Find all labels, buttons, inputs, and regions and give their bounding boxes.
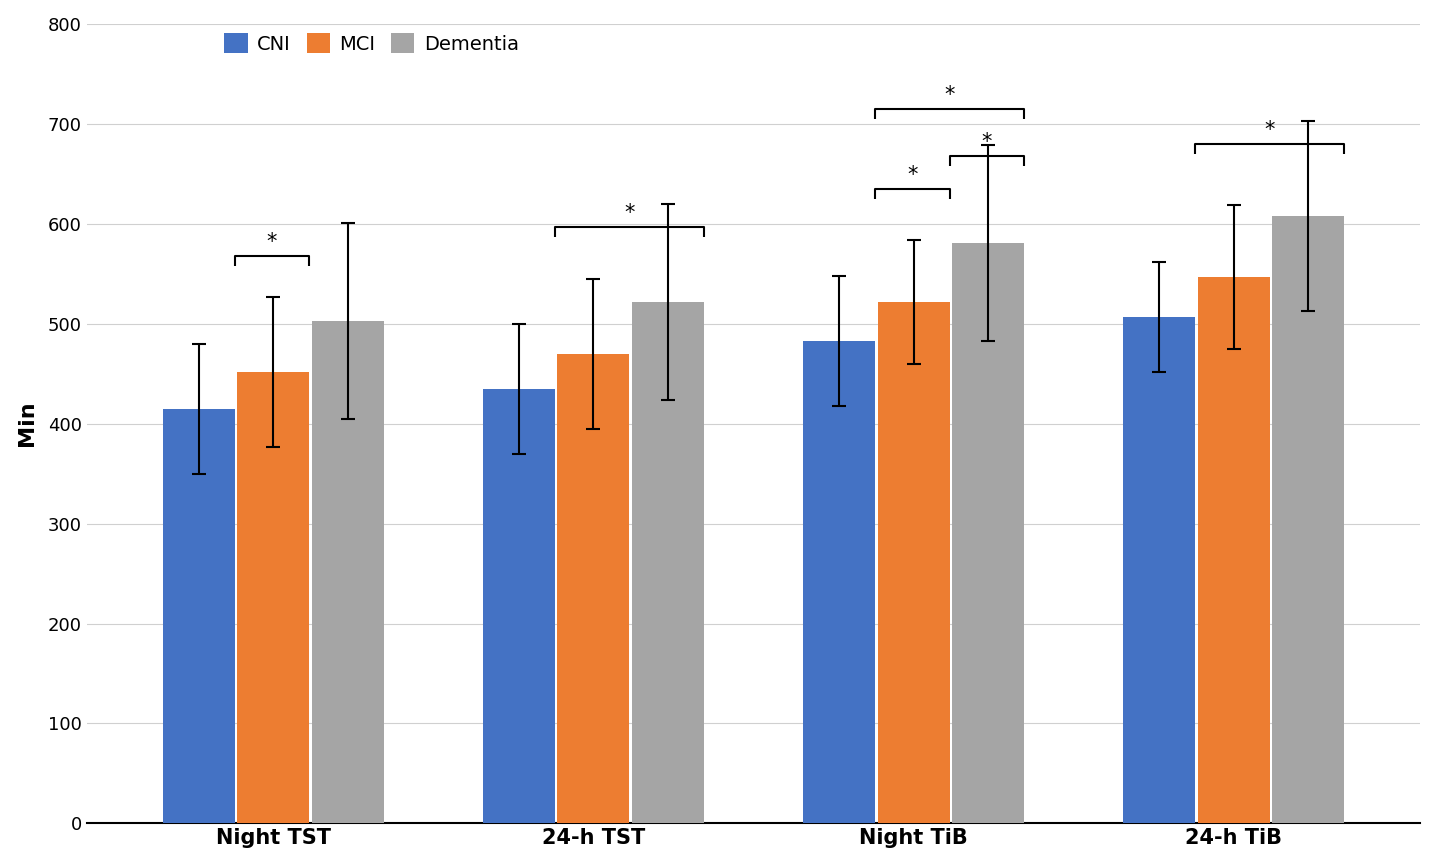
Text: *: * [981, 131, 992, 151]
Legend: CNI, MCI, Dementia: CNI, MCI, Dementia [217, 25, 527, 61]
Bar [1272, 215, 1344, 823]
Bar [953, 242, 1025, 823]
Bar [483, 388, 555, 823]
Bar [162, 408, 234, 823]
Bar [312, 321, 384, 823]
Bar [558, 354, 629, 823]
Text: *: * [624, 202, 635, 222]
Text: *: * [1265, 119, 1275, 139]
Text: *: * [944, 85, 954, 105]
Text: *: * [907, 164, 917, 184]
Bar [803, 341, 875, 823]
Bar [237, 372, 309, 823]
Bar [878, 302, 950, 823]
Y-axis label: Min: Min [17, 400, 37, 446]
Bar [1122, 317, 1196, 823]
Bar [1197, 277, 1270, 823]
Text: *: * [267, 232, 277, 252]
Bar [632, 302, 704, 823]
